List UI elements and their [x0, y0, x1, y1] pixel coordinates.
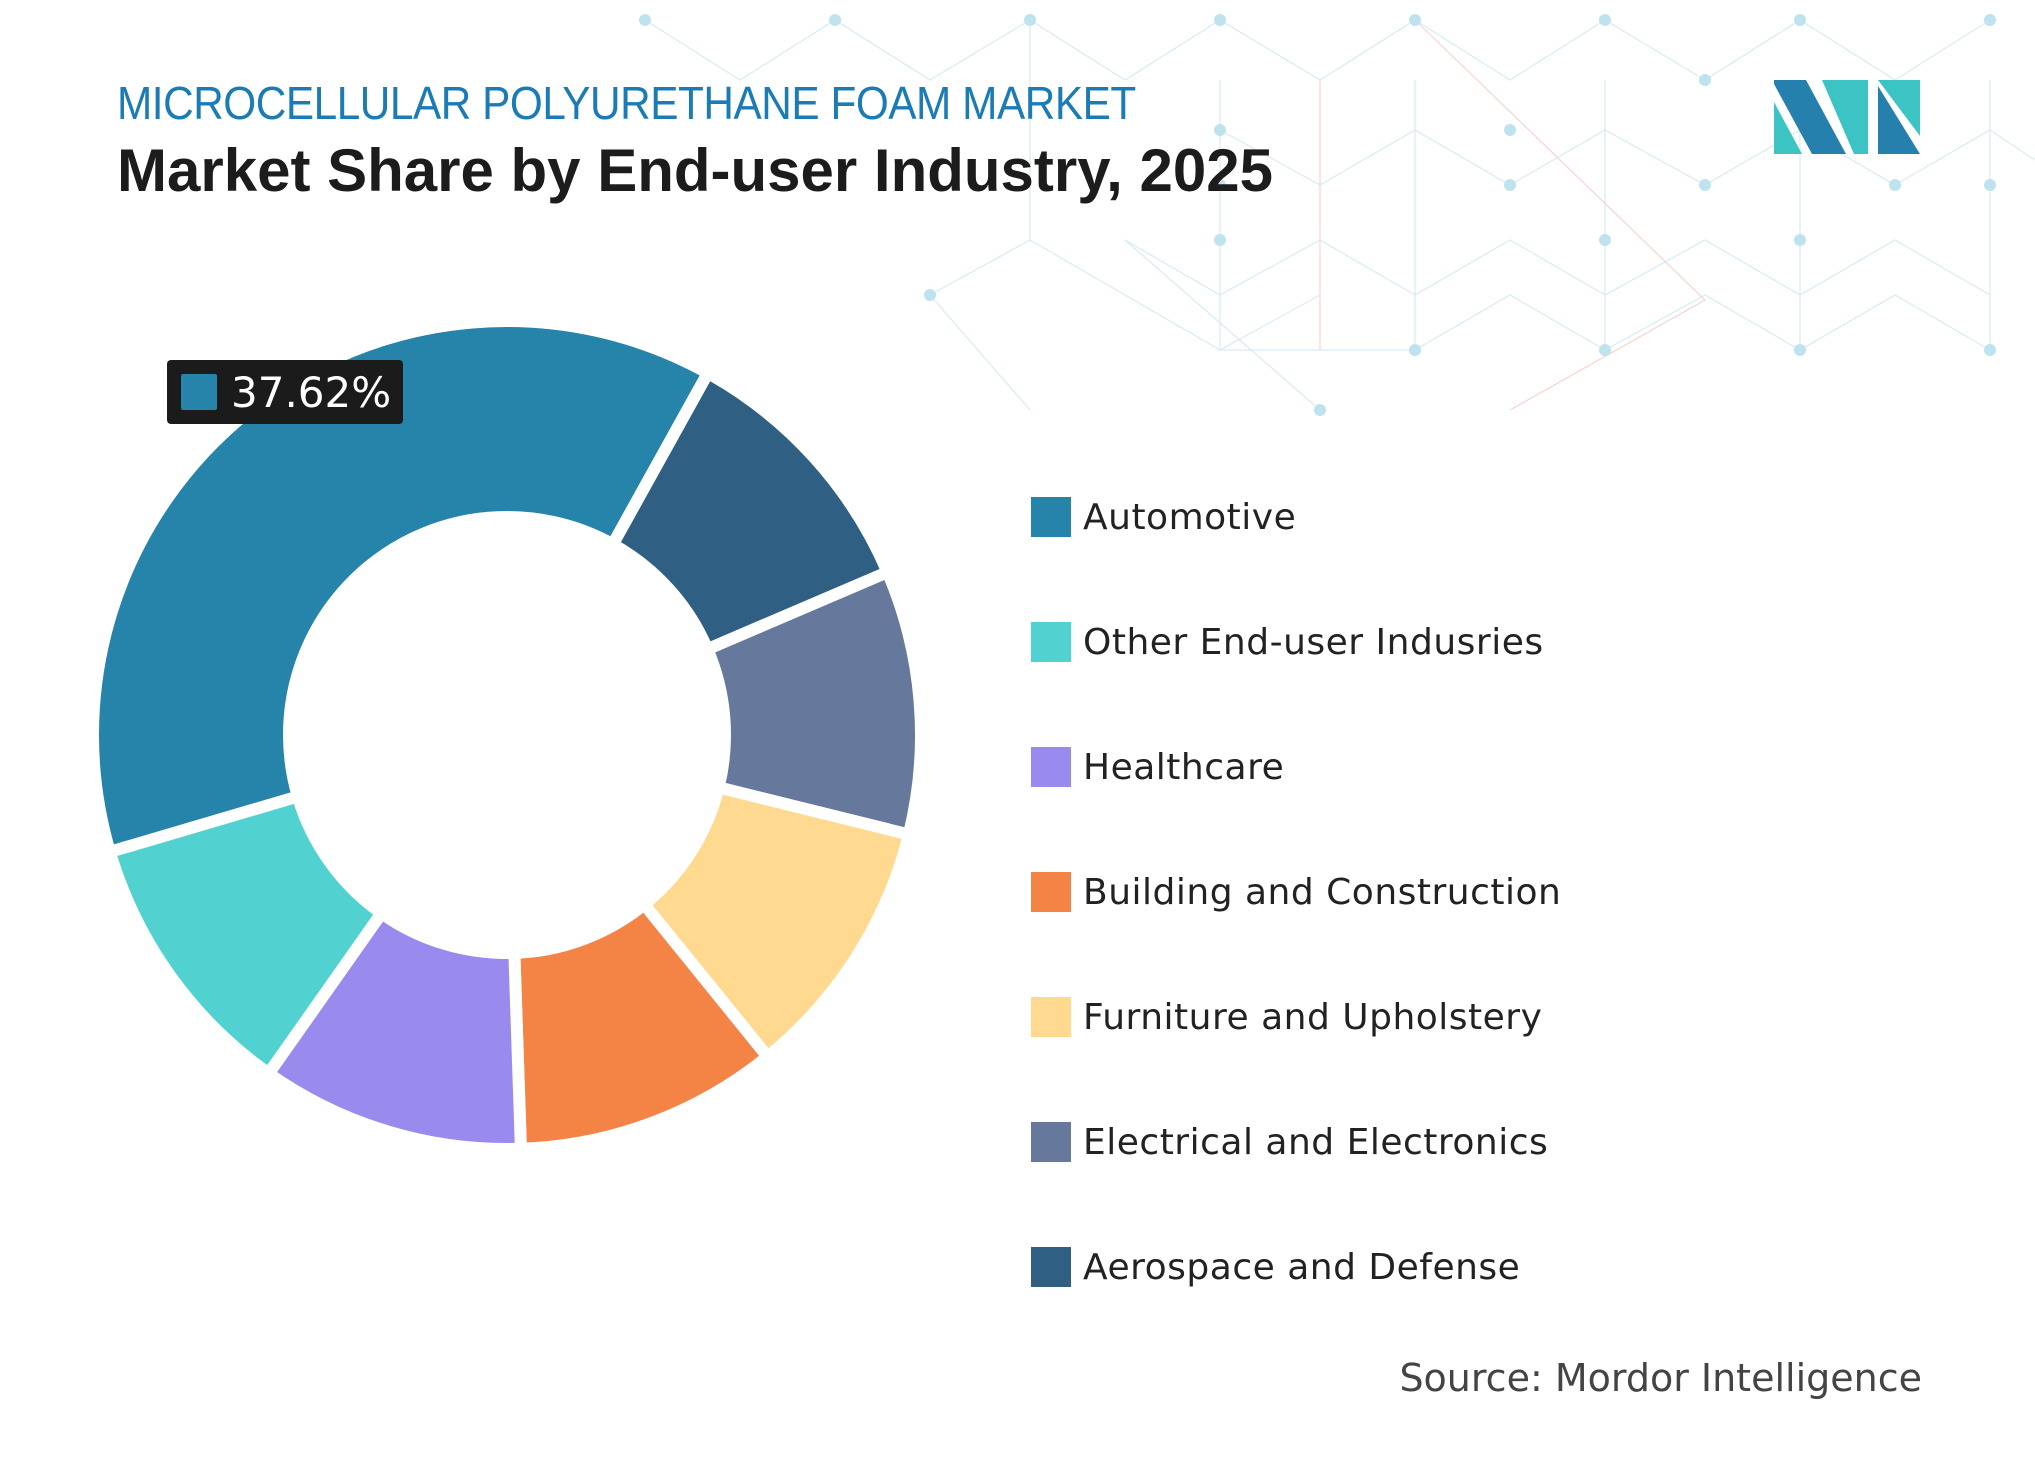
legend-swatch	[1031, 997, 1071, 1037]
donut-slice-automotive[interactable]	[87, 315, 717, 860]
legend-item-electrical[interactable]: Electrical and Electronics	[1031, 1121, 1561, 1163]
legend-item-automotive[interactable]: Automotive	[1031, 496, 1561, 538]
legend-item-other[interactable]: Other End-user Indusries	[1031, 621, 1561, 663]
legend-item-furniture[interactable]: Furniture and Upholstery	[1031, 996, 1561, 1038]
legend-swatch	[1031, 497, 1071, 537]
source-note: Source: Mordor Intelligence	[1399, 1356, 1922, 1400]
legend-label: Other End-user Indusries	[1083, 621, 1544, 663]
legend-item-healthcare[interactable]: Healthcare	[1031, 746, 1561, 788]
legend-swatch	[1031, 1247, 1071, 1287]
chart-legend: Automotive Other End-user Indusries Heal…	[1031, 497, 1561, 1372]
legend-label: Furniture and Upholstery	[1083, 996, 1543, 1038]
legend-item-building[interactable]: Building and Construction	[1031, 871, 1562, 913]
legend-label: Electrical and Electronics	[1083, 1121, 1549, 1163]
chart-subtitle: MICROCELLULAR POLYURETHANE FOAM MARKET	[117, 77, 1136, 129]
legend-label: Aerospace and Defense	[1083, 1246, 1521, 1288]
legend-swatch	[1031, 622, 1071, 662]
donut-chart	[87, 315, 927, 1155]
legend-swatch	[1031, 1122, 1071, 1162]
legend-swatch	[1031, 872, 1071, 912]
chart-title: Market Share by End-user Industry, 2025	[117, 137, 1273, 204]
legend-swatch	[1031, 747, 1071, 787]
value-tooltip: 37.62%	[167, 360, 404, 424]
mordor-intelligence-logo-icon	[1774, 80, 1920, 154]
donut-slice-other-end-user-indusries[interactable]	[102, 789, 390, 1082]
donut-slice-aerospace-and-defense[interactable]	[604, 364, 896, 658]
legend-item-aerospace[interactable]: Aerospace and Defense	[1031, 1246, 1561, 1288]
legend-label: Healthcare	[1083, 746, 1285, 788]
tooltip-color-swatch	[181, 374, 217, 410]
legend-label: Building and Construction	[1083, 871, 1562, 913]
legend-label: Automotive	[1083, 496, 1297, 538]
tooltip-value: 37.62%	[231, 367, 392, 417]
